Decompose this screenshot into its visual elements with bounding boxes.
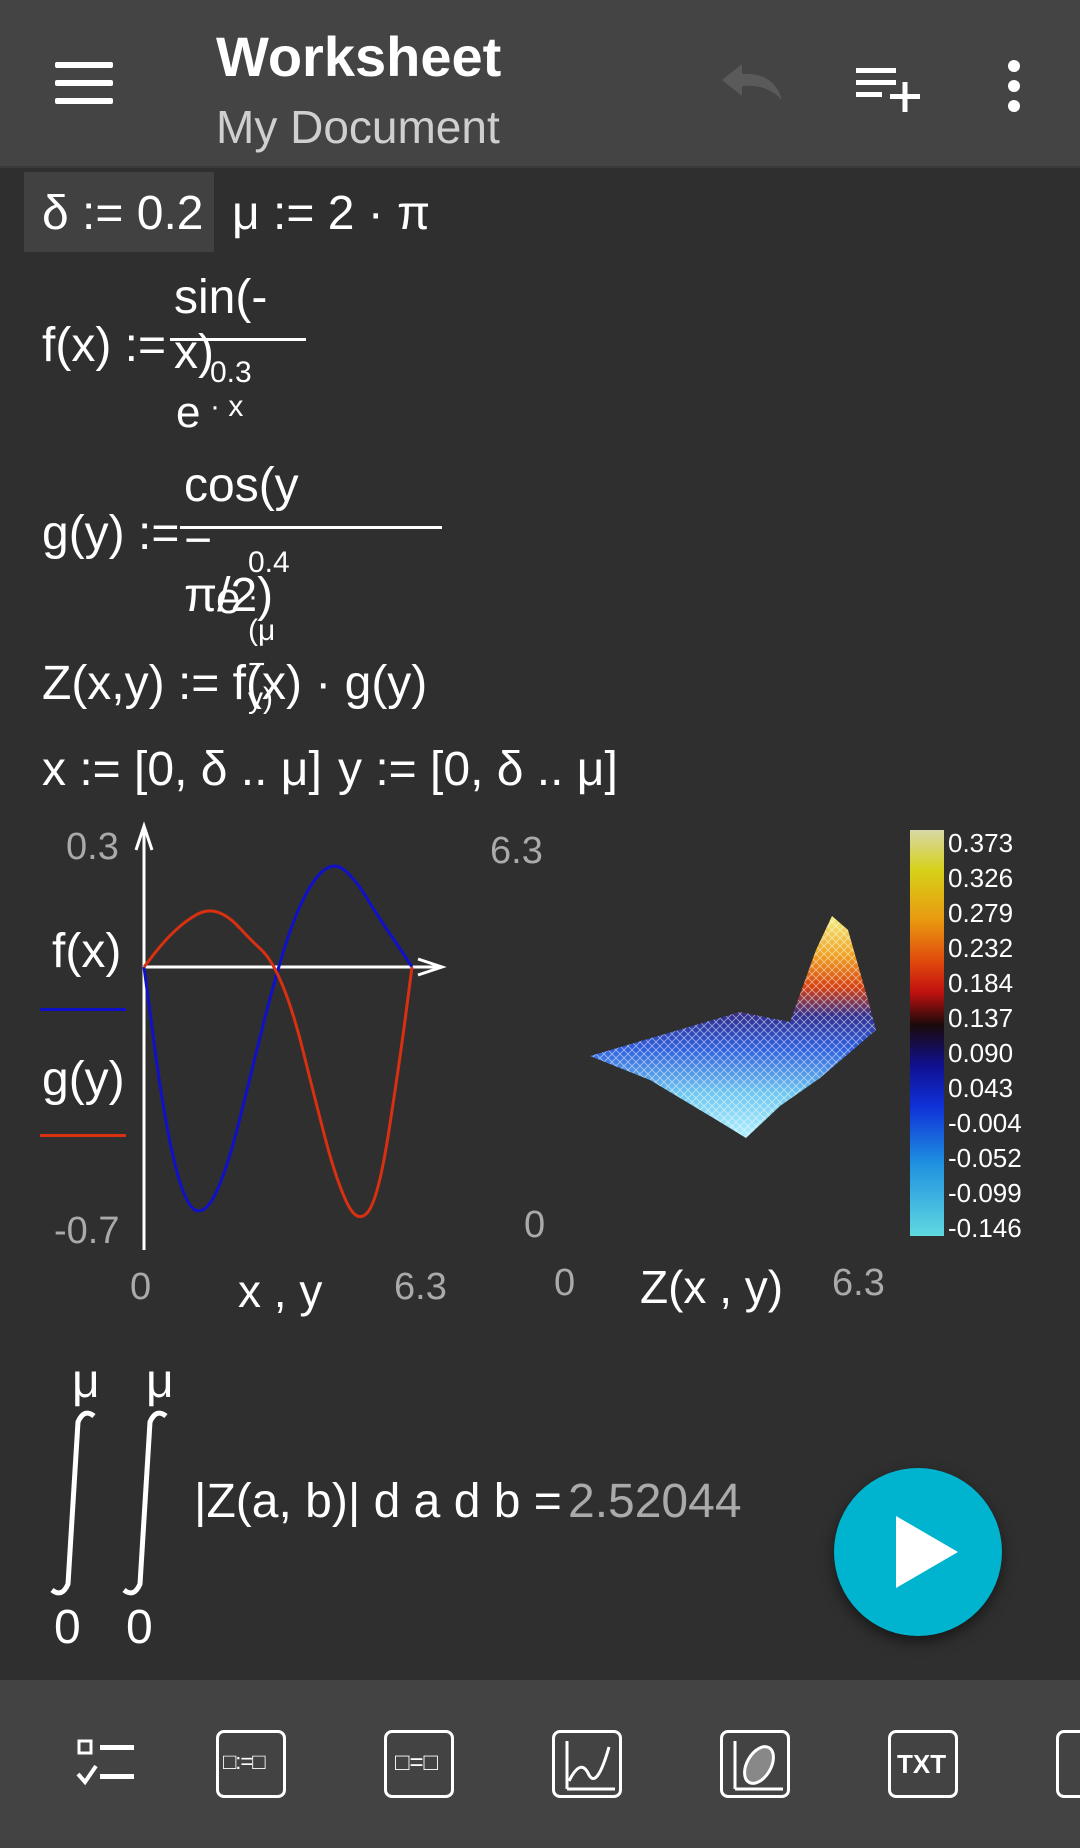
f-definition-lhs[interactable]: f(x) := bbox=[42, 319, 167, 372]
g-denominator-base: e bbox=[216, 574, 241, 623]
integral-sign-1 bbox=[50, 1410, 96, 1596]
integrand: |Z(a, b)| d a d b = bbox=[194, 1475, 562, 1528]
fraction-bar bbox=[180, 526, 442, 529]
more-tools-partial[interactable] bbox=[1056, 1730, 1080, 1798]
colorbar-tick-label: 0.043 bbox=[948, 1073, 1014, 1103]
plot-3d[interactable]: 6.3 0 0 6.3 Z(x , y) 0.373 0.326 0.279 0.23… bbox=[470, 820, 1030, 1320]
x-max-label: 6.3 bbox=[832, 1262, 885, 1304]
integral-result: 2.52044 bbox=[568, 1475, 742, 1528]
plot-2d[interactable]: 0.3 -0.7 0 6.3 x , y f(x) g(y) bbox=[0, 820, 470, 1320]
f-denominator-base: e bbox=[176, 388, 201, 437]
checklist-icon[interactable] bbox=[76, 1738, 136, 1790]
plot2d-tool[interactable] bbox=[552, 1730, 622, 1798]
page-title: Worksheet bbox=[216, 25, 502, 88]
y-max-label: 0.3 bbox=[66, 826, 119, 868]
colorbar-tick-label: 0.373 bbox=[948, 828, 1014, 858]
colorbar-tick-label: -0.052 bbox=[948, 1143, 1022, 1173]
g-exponent: 0.4 · (μ − y) bbox=[248, 546, 290, 715]
g-definition-lhs[interactable]: g(y) := bbox=[42, 507, 180, 560]
z-definition[interactable]: Z(x,y) := f(x) · g(y) bbox=[42, 657, 428, 710]
x-axis-label: Z(x , y) bbox=[640, 1261, 784, 1313]
colorbar-tick-label: 0.326 bbox=[948, 863, 1014, 893]
delta-definition[interactable]: δ := 0.2 bbox=[42, 187, 204, 240]
colorbar-tick-label: 0.090 bbox=[948, 1038, 1014, 1068]
text-tool[interactable]: TXT bbox=[888, 1730, 958, 1798]
y-max-label: 6.3 bbox=[490, 830, 543, 872]
colorbar-tick-label: 0.184 bbox=[948, 968, 1014, 998]
colorbar-tick-label: 0.137 bbox=[948, 1003, 1014, 1033]
integral-sign-2 bbox=[122, 1410, 168, 1596]
plot-2d-canvas bbox=[134, 821, 447, 1250]
integral-lower-limit-1: 0 bbox=[54, 1601, 81, 1654]
equation-tool-label: □=□ bbox=[395, 1749, 439, 1776]
menu-icon[interactable] bbox=[55, 62, 113, 104]
legend-g-label: g(y) bbox=[42, 1053, 125, 1106]
x-min-label: 0 bbox=[130, 1266, 152, 1308]
colorbar-tick-label: -0.099 bbox=[948, 1178, 1022, 1208]
colorbar-tick-label: -0.146 bbox=[948, 1213, 1022, 1243]
legend-f-label: f(x) bbox=[52, 925, 122, 978]
series-line-f bbox=[142, 864, 414, 1213]
x-range-definition[interactable]: x := [0, δ .. μ] bbox=[42, 743, 322, 796]
play-icon bbox=[896, 1516, 958, 1588]
bottom-toolbar: □:=□ □=□ TXT bbox=[0, 1680, 1080, 1848]
series-line-g bbox=[142, 909, 414, 1219]
mu-definition[interactable]: μ := 2 · π bbox=[232, 187, 431, 240]
add-list-icon[interactable] bbox=[856, 66, 922, 114]
integral-upper-limit-2: μ bbox=[146, 1355, 174, 1408]
double-integral[interactable]: μ μ 0 0 |Z(a, b)| d a d b = 2.52044 bbox=[0, 1350, 800, 1654]
app-bar: Worksheet My Document bbox=[0, 0, 1080, 168]
x-axis-label: x , y bbox=[238, 1265, 323, 1317]
define-tool-label: □:=□ bbox=[223, 1749, 266, 1774]
plot3d-tool[interactable] bbox=[720, 1730, 790, 1798]
g-numerator: cos(y − π/2) bbox=[184, 459, 299, 622]
x-min-label: 0 bbox=[554, 1262, 576, 1304]
f-exponent: 0.3 · x bbox=[210, 356, 252, 423]
run-button[interactable] bbox=[834, 1468, 1002, 1636]
colorbar-tick-label: 0.279 bbox=[948, 898, 1014, 928]
surface-plot bbox=[590, 916, 876, 1138]
surface-chart-icon bbox=[733, 1741, 783, 1791]
y-min-label: -0.7 bbox=[54, 1210, 120, 1252]
colorbar-tick-label: -0.004 bbox=[948, 1108, 1022, 1138]
text-tool-label: TXT bbox=[897, 1749, 947, 1779]
x-max-label: 6.3 bbox=[394, 1266, 447, 1308]
colorbar-tick-label: 0.232 bbox=[948, 933, 1014, 963]
y-min-label: 0 bbox=[524, 1204, 546, 1246]
undo-icon[interactable] bbox=[708, 60, 788, 110]
f-numerator: sin(-x) bbox=[174, 271, 268, 379]
x-axis-arrow bbox=[417, 957, 447, 977]
y-axis-arrow bbox=[134, 821, 154, 851]
document-name: My Document bbox=[216, 101, 500, 153]
legend-g-line bbox=[40, 1134, 126, 1137]
integral-lower-limit-2: 0 bbox=[126, 1601, 153, 1654]
integral-upper-limit-1: μ bbox=[72, 1355, 100, 1408]
fraction-bar bbox=[170, 338, 306, 341]
legend-f-line bbox=[40, 1008, 126, 1011]
define-tool[interactable]: □:=□ bbox=[216, 1730, 286, 1798]
equation-tool[interactable]: □=□ bbox=[384, 1730, 454, 1798]
selected-cell-highlight[interactable] bbox=[24, 172, 214, 252]
more-vert-icon[interactable] bbox=[1002, 60, 1026, 114]
chart-line-icon bbox=[565, 1741, 615, 1791]
y-range-definition[interactable]: y := [0, δ .. μ] bbox=[338, 743, 618, 796]
colorbar bbox=[910, 830, 944, 1236]
